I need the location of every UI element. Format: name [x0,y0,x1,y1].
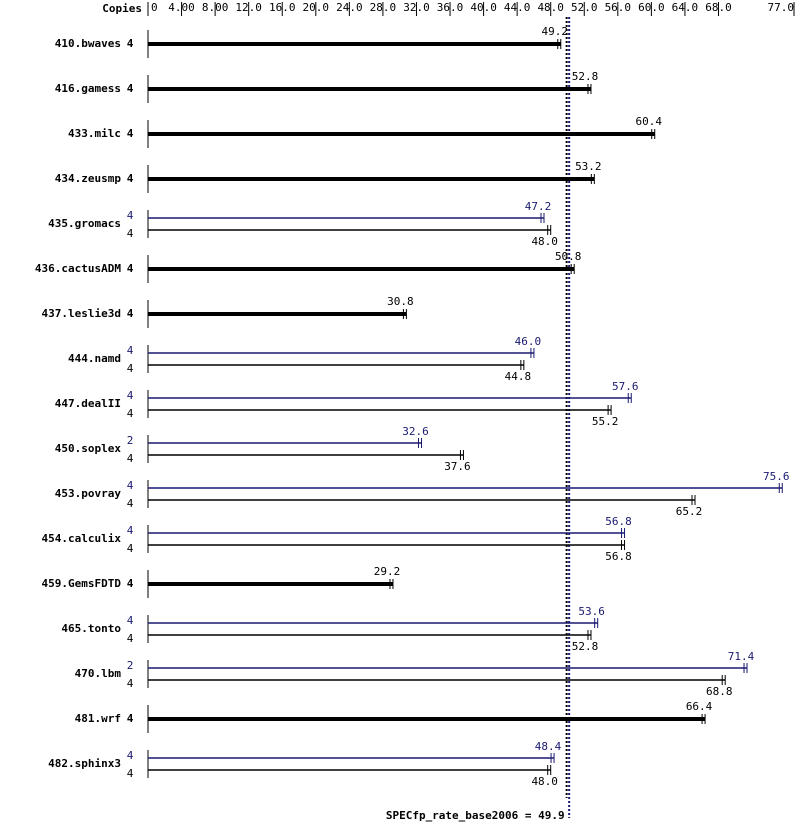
category-label: 436.cactusADM [35,262,121,275]
copies: 4 [127,614,134,627]
category-label: 481.wrf [75,712,121,725]
value-label: 65.2 [676,505,703,518]
x-tick-label: 52.0 [571,1,598,14]
x-tick-label: 36.0 [437,1,464,14]
value-label: 57.6 [612,380,639,393]
copies: 4 [127,542,134,555]
x-tick-label: 28.0 [370,1,397,14]
category-label: 410.bwaves [55,37,121,50]
copies: 4 [127,677,134,690]
category-label: 447.dealII [55,397,121,410]
value-label: 53.2 [575,160,602,173]
category-label: 450.soplex [55,442,122,455]
value-label: 53.6 [578,605,605,618]
x-tick-label: 20.0 [303,1,330,14]
category-label: 444.namd [68,352,121,365]
copies: 4 [127,479,134,492]
reference-label: SPECfp_rate_base2006 = 49.9 [386,809,565,822]
copies: 4 [127,37,134,50]
value-label: 44.8 [505,370,532,383]
x-tick-label: 16.0 [269,1,296,14]
x-tick-label: 32.0 [403,1,430,14]
copies: 4 [127,577,134,590]
category-label: 459.GemsFDTD [42,577,122,590]
category-label: 482.sphinx3 [48,757,121,770]
x-tick-label: 60.0 [638,1,665,14]
x-tick-label: 24.0 [336,1,363,14]
x-tick-label: 0 [151,1,158,14]
value-label: 48.0 [531,235,558,248]
copies: 4 [127,632,134,645]
x-tick-label: 77.0 [768,1,795,14]
value-label: 30.8 [387,295,414,308]
value-label: 29.2 [374,565,401,578]
x-tick-label: 40.0 [470,1,497,14]
value-label: 47.2 [525,200,552,213]
copies: 4 [127,497,134,510]
copies: 4 [127,209,134,222]
copies: 4 [127,712,134,725]
x-tick-label: 48.0 [537,1,564,14]
copies: 4 [127,82,134,95]
value-label: 46.0 [515,335,542,348]
x-tick-label: 64.0 [672,1,699,14]
value-label: 55.2 [592,415,619,428]
category-label: 433.milc [68,127,121,140]
value-label: 71.4 [728,650,755,663]
category-label: 454.calculix [42,532,122,545]
category-label: 434.zeusmp [55,172,122,185]
category-label: 437.leslie3d [42,307,121,320]
value-label: 68.8 [706,685,733,698]
value-label: 48.4 [535,740,562,753]
value-label: 52.8 [572,640,599,653]
copies: 4 [127,227,134,240]
copies: 4 [127,524,134,537]
copies: 4 [127,389,134,402]
x-tick-label: 8.00 [202,1,229,14]
value-label: 32.6 [402,425,429,438]
value-label: 56.8 [605,550,632,563]
copies: 4 [127,767,134,780]
value-label: 48.0 [531,775,558,788]
category-label: 470.lbm [75,667,122,680]
copies: 4 [127,452,134,465]
copies: 4 [127,307,134,320]
copies: 2 [127,434,134,447]
copies: 2 [127,659,134,672]
value-label: 52.8 [572,70,599,83]
category-label: 416.gamess [55,82,121,95]
copies: 4 [127,344,134,357]
category-label: 465.tonto [61,622,121,635]
value-label: 75.6 [763,470,790,483]
value-label: 66.4 [686,700,713,713]
category-label: 453.povray [55,487,122,500]
copies: 4 [127,262,134,275]
x-tick-label: 4.00 [168,1,195,14]
x-tick-label: 68.0 [705,1,732,14]
copies: 4 [127,127,134,140]
x-tick-label: 44.0 [504,1,531,14]
value-label: 37.6 [444,460,471,473]
axis-label: Copies [102,2,142,15]
value-label: 49.2 [542,25,569,38]
copies: 4 [127,749,134,762]
value-label: 60.4 [635,115,662,128]
copies: 4 [127,362,134,375]
value-label: 50.8 [555,250,582,263]
x-tick-label: 12.0 [235,1,262,14]
x-tick-label: 56.0 [605,1,632,14]
category-label: 435.gromacs [48,217,121,230]
value-label: 56.8 [605,515,632,528]
copies: 4 [127,172,134,185]
copies: 4 [127,407,134,420]
